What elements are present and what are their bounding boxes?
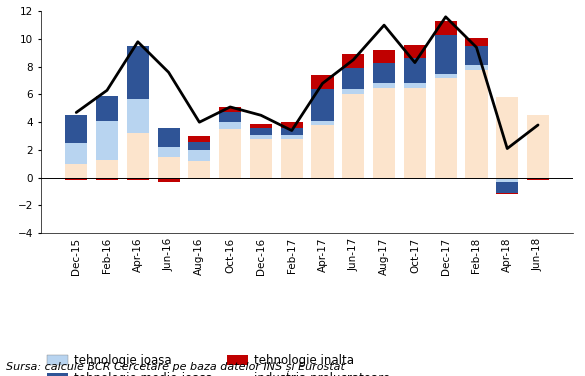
Bar xyxy=(250,135,272,139)
Bar xyxy=(96,160,118,178)
Bar xyxy=(435,35,457,74)
Bar xyxy=(219,107,241,112)
Bar xyxy=(188,161,211,178)
Bar xyxy=(96,96,118,121)
Bar xyxy=(157,128,180,147)
Bar xyxy=(342,68,364,89)
Bar xyxy=(157,178,180,182)
Bar xyxy=(127,178,149,180)
Bar xyxy=(127,133,149,178)
Bar xyxy=(404,83,426,88)
Bar xyxy=(281,139,303,178)
Bar xyxy=(65,178,87,180)
Bar xyxy=(373,83,395,88)
Text: Sursa: calcule BCR Cercetare pe baza datelor INS și Eurostat: Sursa: calcule BCR Cercetare pe baza dat… xyxy=(6,362,345,372)
Bar xyxy=(250,124,272,128)
Bar xyxy=(219,122,241,129)
Bar xyxy=(250,128,272,135)
Bar xyxy=(311,121,333,125)
Bar xyxy=(311,89,333,121)
Bar xyxy=(250,139,272,178)
Bar xyxy=(157,157,180,178)
Bar xyxy=(188,150,211,161)
Bar xyxy=(342,94,364,178)
Bar xyxy=(373,50,395,62)
Bar xyxy=(435,78,457,178)
Bar xyxy=(311,125,333,178)
Bar xyxy=(157,147,180,157)
Bar xyxy=(496,178,518,182)
Bar xyxy=(96,121,118,160)
Bar xyxy=(281,128,303,135)
Bar xyxy=(127,99,149,133)
Bar xyxy=(496,182,518,193)
Bar xyxy=(342,89,364,94)
Bar xyxy=(496,193,518,194)
Bar xyxy=(188,142,211,150)
Bar xyxy=(188,136,211,142)
Bar xyxy=(435,74,457,78)
Bar xyxy=(465,65,487,70)
Bar xyxy=(527,115,549,178)
Bar xyxy=(311,75,333,89)
Bar xyxy=(96,178,118,180)
Bar xyxy=(281,122,303,128)
Bar xyxy=(127,46,149,99)
Bar xyxy=(281,135,303,139)
Bar xyxy=(527,178,549,179)
Bar xyxy=(465,70,487,178)
Bar xyxy=(404,58,426,83)
Bar xyxy=(219,129,241,178)
Bar xyxy=(465,46,487,65)
Bar xyxy=(465,38,487,46)
Bar xyxy=(404,45,426,58)
Bar xyxy=(373,62,395,83)
Bar xyxy=(404,88,426,178)
Legend: tehnologie joasa, tehnologie medie-joasa, tehnologie medie-inalta, tehnologie in: tehnologie joasa, tehnologie medie-joasa… xyxy=(47,354,390,376)
Bar xyxy=(527,179,549,180)
Bar xyxy=(496,97,518,178)
Bar xyxy=(342,54,364,68)
Bar xyxy=(65,115,87,143)
Bar xyxy=(219,112,241,122)
Bar xyxy=(435,21,457,35)
Bar xyxy=(65,143,87,164)
Bar xyxy=(65,164,87,178)
Bar xyxy=(373,88,395,178)
